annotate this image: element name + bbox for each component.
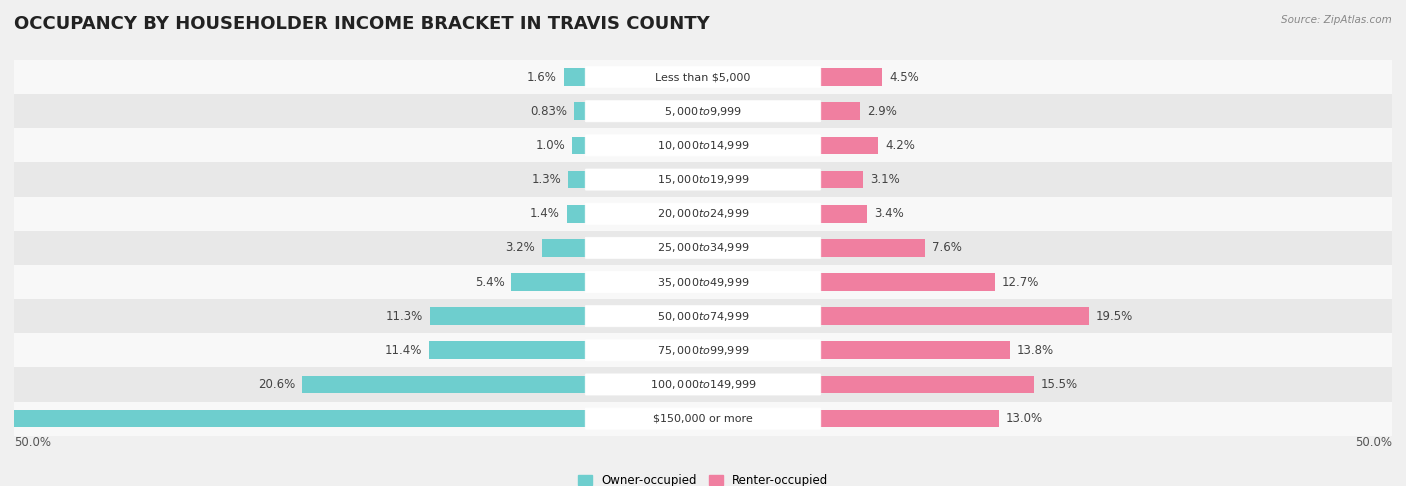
Text: Less than $5,000: Less than $5,000 — [655, 72, 751, 82]
Bar — [14, 94, 1392, 128]
Bar — [302, 376, 586, 393]
Text: $35,000 to $49,999: $35,000 to $49,999 — [657, 276, 749, 289]
FancyBboxPatch shape — [585, 374, 821, 395]
Text: 2.9%: 2.9% — [868, 105, 897, 118]
Bar — [820, 171, 863, 189]
FancyBboxPatch shape — [585, 67, 821, 87]
Bar — [820, 205, 868, 223]
Bar — [430, 307, 586, 325]
Text: $100,000 to $149,999: $100,000 to $149,999 — [650, 378, 756, 391]
Text: 3.4%: 3.4% — [875, 207, 904, 220]
Text: 11.4%: 11.4% — [384, 344, 422, 357]
Bar — [820, 342, 1011, 359]
Bar — [14, 197, 1392, 231]
Bar — [568, 171, 586, 189]
Bar — [14, 231, 1392, 265]
Bar — [14, 401, 1392, 435]
Bar — [541, 239, 586, 257]
Text: 3.2%: 3.2% — [505, 242, 534, 254]
Bar — [564, 68, 586, 86]
Bar — [429, 342, 586, 359]
Text: $5,000 to $9,999: $5,000 to $9,999 — [664, 105, 742, 118]
Text: $15,000 to $19,999: $15,000 to $19,999 — [657, 173, 749, 186]
Text: 3.1%: 3.1% — [870, 173, 900, 186]
Text: 1.3%: 1.3% — [531, 173, 561, 186]
Text: 1.0%: 1.0% — [536, 139, 565, 152]
Bar — [572, 137, 586, 154]
Text: 7.6%: 7.6% — [932, 242, 962, 254]
Text: $50,000 to $74,999: $50,000 to $74,999 — [657, 310, 749, 323]
Bar — [820, 307, 1088, 325]
Text: 50.0%: 50.0% — [14, 435, 51, 449]
Bar — [820, 239, 925, 257]
Text: 1.6%: 1.6% — [527, 70, 557, 84]
Text: 5.4%: 5.4% — [475, 276, 505, 289]
Text: 19.5%: 19.5% — [1095, 310, 1133, 323]
Text: 20.6%: 20.6% — [257, 378, 295, 391]
Bar — [14, 128, 1392, 162]
Text: 13.0%: 13.0% — [1007, 412, 1043, 425]
Text: 12.7%: 12.7% — [1002, 276, 1039, 289]
Bar — [14, 333, 1392, 367]
Bar — [14, 162, 1392, 197]
Text: 0.83%: 0.83% — [530, 105, 568, 118]
Legend: Owner-occupied, Renter-occupied: Owner-occupied, Renter-occupied — [572, 469, 834, 486]
FancyBboxPatch shape — [585, 271, 821, 293]
FancyBboxPatch shape — [585, 237, 821, 259]
Text: $20,000 to $24,999: $20,000 to $24,999 — [657, 207, 749, 220]
Text: 4.5%: 4.5% — [889, 70, 918, 84]
Text: $75,000 to $99,999: $75,000 to $99,999 — [657, 344, 749, 357]
Text: OCCUPANCY BY HOUSEHOLDER INCOME BRACKET IN TRAVIS COUNTY: OCCUPANCY BY HOUSEHOLDER INCOME BRACKET … — [14, 15, 710, 33]
Text: 4.2%: 4.2% — [884, 139, 915, 152]
Text: 50.0%: 50.0% — [1355, 435, 1392, 449]
Text: $10,000 to $14,999: $10,000 to $14,999 — [657, 139, 749, 152]
FancyBboxPatch shape — [585, 135, 821, 156]
Text: 1.4%: 1.4% — [530, 207, 560, 220]
Bar — [567, 205, 586, 223]
Bar — [820, 137, 877, 154]
Text: 11.3%: 11.3% — [387, 310, 423, 323]
FancyBboxPatch shape — [585, 101, 821, 122]
Text: 15.5%: 15.5% — [1040, 378, 1078, 391]
Bar — [14, 299, 1392, 333]
Text: $25,000 to $34,999: $25,000 to $34,999 — [657, 242, 749, 254]
Bar — [820, 103, 860, 120]
FancyBboxPatch shape — [585, 203, 821, 225]
Bar — [512, 273, 586, 291]
Bar — [820, 376, 1033, 393]
Bar — [14, 265, 1392, 299]
Bar — [6, 410, 586, 428]
FancyBboxPatch shape — [585, 340, 821, 361]
Bar — [820, 273, 995, 291]
Bar — [575, 103, 586, 120]
Bar — [820, 68, 882, 86]
FancyBboxPatch shape — [585, 306, 821, 327]
Text: 13.8%: 13.8% — [1017, 344, 1054, 357]
FancyBboxPatch shape — [585, 169, 821, 190]
FancyBboxPatch shape — [585, 408, 821, 429]
Text: $150,000 or more: $150,000 or more — [654, 414, 752, 424]
Text: Source: ZipAtlas.com: Source: ZipAtlas.com — [1281, 15, 1392, 25]
Bar — [14, 60, 1392, 94]
Bar — [820, 410, 1000, 428]
Bar — [14, 367, 1392, 401]
